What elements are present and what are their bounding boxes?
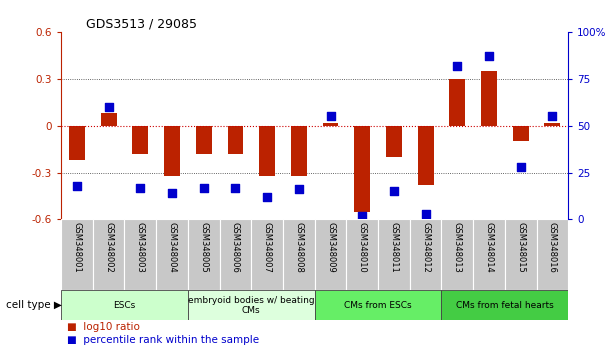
Point [262, 194, 272, 200]
Bar [536, 219, 568, 290]
Point [547, 113, 557, 119]
Bar [61, 290, 188, 320]
Bar [283, 219, 315, 290]
Bar [513, 126, 529, 141]
Text: GSM348015: GSM348015 [516, 222, 525, 272]
Bar [449, 79, 465, 126]
Bar [259, 126, 275, 176]
Point [136, 185, 145, 190]
Text: ESCs: ESCs [114, 301, 136, 310]
Bar [188, 219, 219, 290]
Text: GSM348001: GSM348001 [73, 222, 81, 272]
Text: GSM348016: GSM348016 [548, 222, 557, 273]
Text: GSM348007: GSM348007 [263, 222, 272, 273]
Bar [125, 219, 156, 290]
Bar [101, 113, 117, 126]
Text: ■  percentile rank within the sample: ■ percentile rank within the sample [67, 335, 259, 345]
Text: GSM348008: GSM348008 [295, 222, 303, 273]
Text: GSM348009: GSM348009 [326, 222, 335, 272]
Point [357, 213, 367, 218]
Bar [315, 219, 346, 290]
Text: GSM348003: GSM348003 [136, 222, 145, 273]
Text: ■  log10 ratio: ■ log10 ratio [67, 322, 140, 332]
Point [421, 211, 431, 217]
Point [326, 113, 335, 119]
Text: CMs from ESCs: CMs from ESCs [344, 301, 412, 310]
Point [389, 188, 399, 194]
Bar [418, 126, 434, 185]
Point [104, 104, 114, 110]
Text: GDS3513 / 29085: GDS3513 / 29085 [87, 18, 197, 31]
Text: GSM348012: GSM348012 [421, 222, 430, 272]
Text: embryoid bodies w/ beating
CMs: embryoid bodies w/ beating CMs [188, 296, 315, 315]
Bar [133, 126, 148, 154]
Point [294, 187, 304, 192]
Point [452, 63, 462, 68]
Bar [505, 219, 536, 290]
Point [484, 53, 494, 59]
Text: GSM348006: GSM348006 [231, 222, 240, 273]
Bar [93, 219, 125, 290]
Text: GSM348005: GSM348005 [199, 222, 208, 272]
Bar [473, 219, 505, 290]
Bar [346, 219, 378, 290]
Bar [196, 126, 211, 154]
Bar [354, 126, 370, 212]
Text: GSM348014: GSM348014 [485, 222, 494, 272]
Point [72, 183, 82, 189]
Bar [441, 290, 568, 320]
Bar [315, 290, 441, 320]
Bar [219, 219, 251, 290]
Bar [481, 71, 497, 126]
Text: GSM348010: GSM348010 [357, 222, 367, 272]
Point [230, 185, 240, 190]
Text: GSM348004: GSM348004 [167, 222, 177, 272]
Text: cell type ▶: cell type ▶ [6, 300, 62, 310]
Bar [227, 126, 243, 154]
Text: CMs from fetal hearts: CMs from fetal hearts [456, 301, 554, 310]
Point [516, 164, 525, 170]
Bar [378, 219, 410, 290]
Bar [251, 219, 283, 290]
Bar [441, 219, 473, 290]
Bar [164, 126, 180, 176]
Text: GSM348002: GSM348002 [104, 222, 113, 272]
Bar [69, 126, 85, 160]
Point [167, 190, 177, 196]
Point [199, 185, 208, 190]
Bar [188, 290, 315, 320]
Bar [323, 122, 338, 126]
Bar [544, 122, 560, 126]
Bar [291, 126, 307, 176]
Bar [410, 219, 441, 290]
Text: GSM348013: GSM348013 [453, 222, 462, 273]
Bar [156, 219, 188, 290]
Bar [386, 126, 402, 157]
Bar [61, 219, 93, 290]
Text: GSM348011: GSM348011 [389, 222, 398, 272]
